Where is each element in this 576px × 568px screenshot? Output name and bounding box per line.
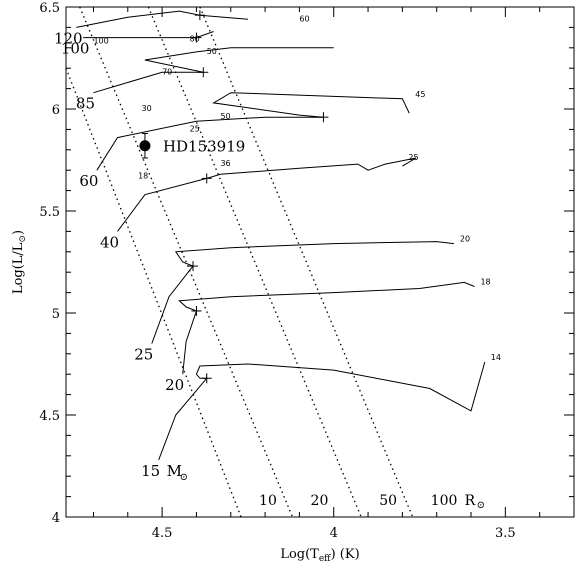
annotation-label: 100 — [93, 37, 108, 46]
radius-label-50: 50 — [379, 493, 397, 509]
mass-label-25: 25 — [134, 346, 153, 364]
track-age-label: 20 — [460, 235, 470, 244]
radius-label-100: 100 — [431, 493, 458, 509]
track-age-label: 45 — [415, 90, 425, 99]
annotation-label: 80 — [190, 35, 200, 44]
track-60 — [96, 92, 410, 171]
mass-label-85: 85 — [76, 95, 95, 113]
radius-line-100 — [199, 6, 414, 518]
annotation-label: 18 — [138, 171, 148, 180]
track-20 — [178, 281, 475, 375]
track-age-label: 14 — [491, 353, 501, 362]
track-15 — [158, 361, 486, 461]
track-25 — [151, 241, 454, 344]
radius-sun-symbol: ⊙ — [477, 500, 485, 511]
track-age-label: 25 — [408, 153, 418, 162]
mass-label-20: 20 — [165, 376, 184, 394]
mass-label-60: 60 — [79, 172, 98, 190]
annotation-label: 60 — [299, 14, 309, 23]
radius-label-20: 20 — [311, 493, 329, 509]
mass-label-15: 15 — [141, 462, 160, 480]
annotation-label: 25 — [190, 124, 200, 133]
track-100 — [83, 31, 214, 39]
star-label: HD153919 — [163, 138, 245, 156]
annotation-label: 36 — [220, 159, 230, 168]
radius-lines: 10 20 50 100 R ⊙ — [65, 6, 485, 518]
track-85 — [93, 47, 334, 94]
y-tick-label: 6 — [52, 103, 60, 118]
radius-line-10 — [65, 67, 242, 518]
radius-line-20 — [79, 6, 294, 518]
x-tick-label: 4.5 — [152, 526, 173, 541]
x-axis-label: Log(Teff) (K) — [280, 547, 359, 564]
x-tick-label: 3.5 — [495, 526, 516, 541]
y-tick-label: 5 — [52, 307, 60, 322]
star-point — [139, 140, 151, 152]
annotation-label: 30 — [142, 104, 152, 113]
track-40 — [117, 157, 417, 232]
y-axis-label: Log(L/L⊙) — [11, 230, 28, 294]
mass-label-100: 100 — [61, 40, 90, 58]
y-tick-label: 4 — [52, 511, 60, 526]
tick-labels: 4.5 4 3.5 4 4.5 5 5.5 6 6.5 — [39, 1, 515, 541]
y-tick-label: 5.5 — [39, 205, 60, 220]
x-tick-label: 4 — [330, 526, 338, 541]
annotations: 100 80 60 50 70 30 50 25 36 18 — [93, 14, 309, 180]
radius-label-10: 10 — [259, 493, 277, 509]
track-120 — [76, 10, 248, 28]
mass-label-120: 120 — [54, 29, 83, 47]
track-age-label: 18 — [480, 277, 490, 286]
plot-frame — [65, 6, 575, 518]
mass-unit-label: M — [167, 462, 182, 480]
axis-ticks — [66, 6, 575, 518]
mass-label-40: 40 — [100, 233, 119, 251]
radius-line-50 — [147, 6, 362, 518]
y-tick-label: 6.5 — [39, 1, 60, 16]
annotation-label: 50 — [207, 47, 217, 56]
y-tick-label: 4.5 — [39, 409, 60, 424]
radius-unit-label: R — [465, 493, 476, 509]
star-marker: HD153919 — [139, 132, 245, 159]
annotation-label: 50 — [220, 112, 230, 121]
mass-sun-symbol: ⊙ — [180, 472, 188, 483]
annotation-label: 70 — [162, 67, 172, 76]
